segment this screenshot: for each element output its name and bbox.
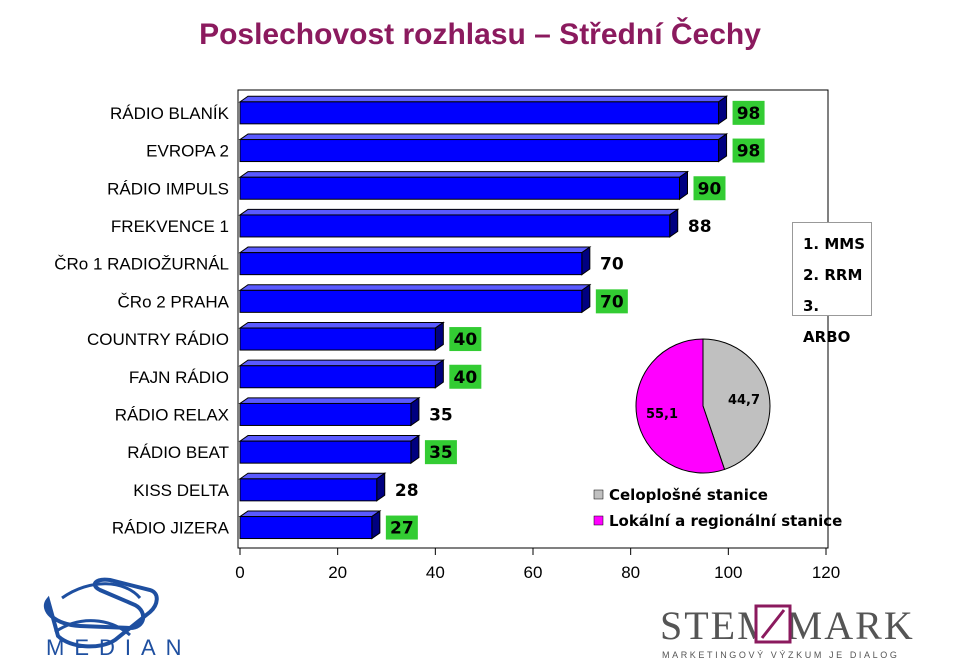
category-label: FAJN RÁDIO (129, 368, 229, 387)
bar-group: COUNTRY RÁDIO 40 (87, 321, 482, 352)
median-logo-text: MEDIAN (46, 635, 192, 660)
method-legend-item: 1. MMS (803, 235, 866, 253)
x-tick-label: 100 (714, 563, 742, 582)
data-label-background (683, 213, 716, 238)
data-label: 88 (688, 217, 712, 237)
bar-group: RÁDIO BEAT 35 (127, 434, 457, 465)
x-tick-label: 60 (524, 563, 543, 582)
category-label: ČRo 1 RADIOŽURNÁL (54, 255, 229, 274)
stem-mark-tagline: MARKETINGOVÝ VÝZKUM JE DIALOG (662, 650, 899, 660)
bar (239, 252, 583, 276)
data-label: 70 (600, 255, 624, 275)
bar (239, 516, 373, 540)
data-label: 70 (600, 292, 624, 312)
data-label: 27 (390, 519, 414, 539)
legend-swatch (593, 489, 604, 500)
bar-top-face (238, 359, 445, 367)
legend-label: Celoplošné stanice (609, 486, 768, 504)
bar (239, 402, 412, 426)
data-label: 98 (737, 142, 761, 162)
bar-top-face (238, 397, 421, 404)
category-label: RÁDIO BLANÍK (110, 104, 230, 123)
bar-group: RÁDIO JIZERA 27 (112, 509, 418, 540)
x-tick-label: 120 (812, 563, 840, 582)
chart-title: Poslechovost rozhlasu – Střední Čechy (199, 18, 761, 51)
bar-top-face (238, 435, 421, 442)
bar-group: EVROPA 2 98 (146, 132, 765, 163)
method-legend: 1. MMS 2. RRM 3. ARBO (792, 222, 872, 346)
bar-group: FREKVENCE 1 88 (111, 208, 716, 238)
bar-group: RÁDIO IMPULS 90 (107, 170, 726, 201)
category-label: RÁDIO JIZERA (112, 519, 230, 538)
data-label: 98 (737, 104, 761, 124)
data-label-background (449, 327, 482, 352)
category-label: RÁDIO BEAT (127, 443, 229, 462)
data-label-background (385, 515, 418, 540)
bar-top-face (238, 95, 729, 103)
data-label: 35 (429, 405, 453, 425)
bar (239, 440, 412, 464)
pie-slice (702, 338, 771, 471)
stem-mark-logo: STEM MARK MARKETINGOVÝ VÝZKUM JE DIALOG (660, 603, 913, 660)
data-label-background (424, 402, 457, 427)
data-label-background (390, 477, 423, 502)
data-label: 90 (698, 179, 722, 199)
data-label: 40 (453, 368, 477, 388)
category-label: KISS DELTA (133, 481, 229, 500)
bar-top-face (238, 133, 729, 141)
bar-group: KISS DELTA 28 (133, 472, 423, 502)
bar-top-face (238, 510, 382, 518)
bar (239, 478, 378, 502)
data-label: 35 (429, 443, 453, 463)
bar-top-face (238, 208, 680, 216)
bar-group: RÁDIO RELAX 35 (115, 396, 457, 427)
bar (239, 214, 671, 238)
bar (239, 289, 583, 313)
data-label: 40 (453, 330, 477, 350)
method-legend-item: 3. ARBO (803, 297, 851, 346)
category-label: EVROPA 2 (146, 142, 229, 161)
bar-top-face (238, 246, 592, 254)
category-label: RÁDIO RELAX (115, 405, 229, 424)
data-label: 28 (395, 481, 419, 501)
plot-area (237, 89, 829, 549)
legend-swatch (593, 515, 604, 526)
category-label: RÁDIO IMPULS (107, 179, 229, 198)
data-label-background (595, 289, 628, 314)
bar-top-face (238, 284, 592, 291)
method-legend-item: 2. RRM (803, 266, 863, 284)
data-label-background (732, 138, 765, 163)
bar-group: RÁDIO BLANÍK 98 (110, 95, 765, 125)
x-tick-label: 0 (235, 563, 244, 582)
bar (239, 365, 436, 389)
category-label: COUNTRY RÁDIO (87, 330, 229, 349)
pie-slice-label: 55,1 (646, 407, 678, 422)
bar-group: ČRo 1 RADIOŽURNÁL 70 (54, 246, 628, 276)
x-tick-label: 80 (621, 563, 640, 582)
bar-group: FAJN RÁDIO 40 (129, 359, 482, 389)
bar (239, 101, 720, 125)
data-label-background (693, 176, 726, 201)
bar-top-face (238, 472, 387, 480)
data-label-background (449, 364, 482, 389)
bar-group: ČRo 2 PRAHA 70 (118, 283, 628, 314)
category-label: FREKVENCE 1 (111, 217, 229, 236)
x-tick-label: 40 (426, 563, 445, 582)
legend-label: Lokální a regionální stanice (609, 512, 842, 530)
x-tick-label: 20 (328, 563, 347, 582)
bar (239, 176, 680, 200)
data-label-background (424, 440, 457, 465)
pie-slice (635, 338, 726, 474)
bar (239, 139, 720, 163)
bar-top-face (238, 321, 445, 329)
data-label-background (732, 100, 765, 125)
data-label-background (595, 251, 628, 276)
bar (239, 327, 436, 351)
median-logo: MEDIAN (44, 577, 192, 660)
bar-top-face (238, 171, 690, 178)
pie-slice-label: 44,7 (728, 393, 760, 408)
category-label: ČRo 2 PRAHA (118, 292, 230, 311)
